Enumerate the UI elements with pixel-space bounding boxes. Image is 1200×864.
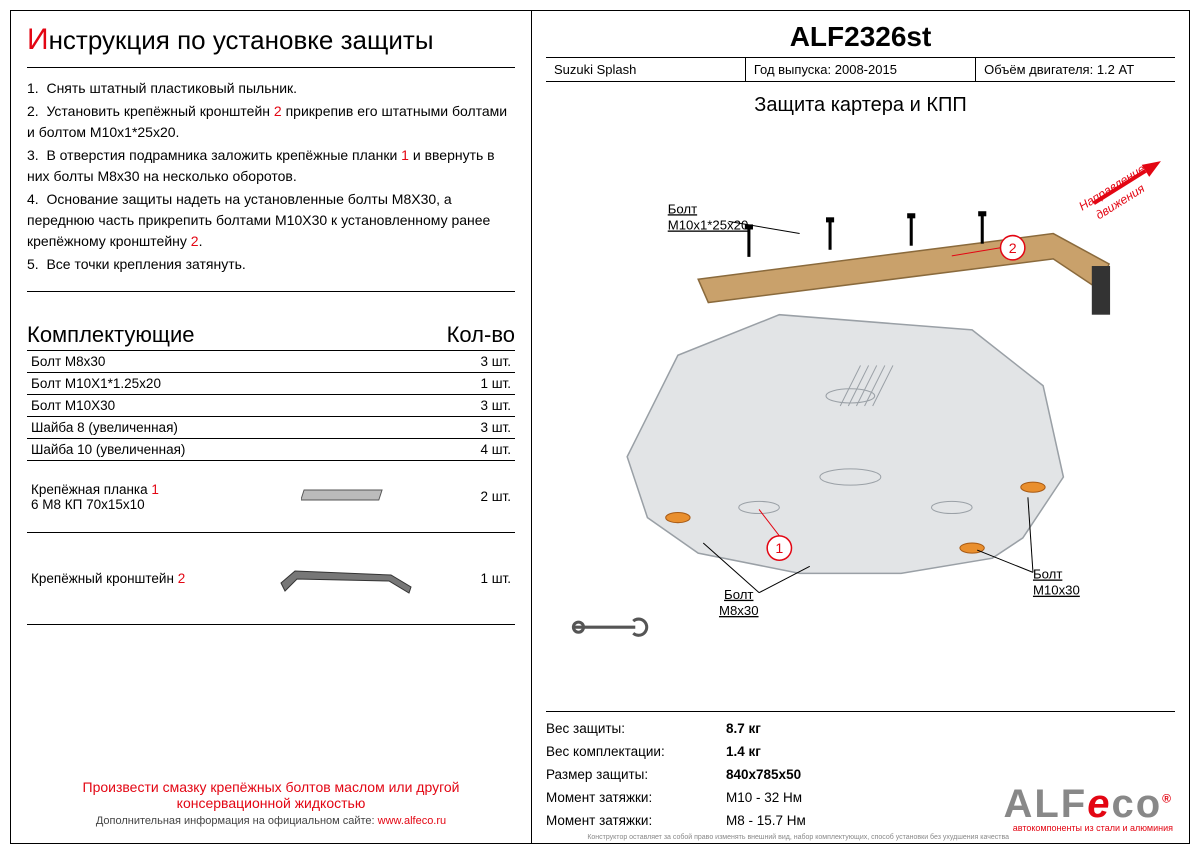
product-code: ALF2326st bbox=[546, 21, 1175, 53]
lubrication-warning: Произвести смазку крепёжных болтов масло… bbox=[27, 779, 515, 815]
parts-table: Болт М8х303 шт.Болт М10Х1*1.25х201 шт.Бо… bbox=[27, 350, 515, 625]
parts-row: Шайба 10 (увеличенная)4 шт. bbox=[27, 439, 515, 461]
parts-header: Комплектующие Кол-во bbox=[27, 322, 515, 348]
right-column: ALF2326st Suzuki Splash Год выпуска: 200… bbox=[531, 11, 1189, 843]
parts-row: Шайба 8 (увеличенная)3 шт. bbox=[27, 417, 515, 439]
parts-header-right: Кол-во bbox=[447, 322, 515, 348]
meta-vehicle: Suzuki Splash bbox=[546, 58, 745, 81]
bar-part-icon bbox=[301, 484, 391, 506]
left-column: Инструкция по установке защиты 1. Снять … bbox=[11, 11, 531, 843]
title-rest: нструкция по установке защиты bbox=[49, 25, 434, 55]
bracket-part-icon bbox=[271, 557, 421, 597]
svg-text:М10х1*25х20: М10х1*25х20 bbox=[668, 217, 749, 232]
instructions-block: 1. Снять штатный пластиковый пыльник.2. … bbox=[27, 78, 515, 277]
page: Инструкция по установке защиты 1. Снять … bbox=[10, 10, 1190, 844]
svg-text:1: 1 bbox=[775, 541, 783, 557]
logo-block: ALFeco® автокомпоненты из стали и алюмин… bbox=[1003, 782, 1173, 833]
subtitle: Защита картера и КПП bbox=[546, 94, 1175, 117]
instruction-step: 3. В отверстия подрамника заложить крепё… bbox=[27, 145, 515, 187]
title-divider bbox=[27, 67, 515, 68]
instruction-step: 2. Установить крепёжный кронштейн 2 прик… bbox=[27, 101, 515, 143]
assembly-diagram: Направлениедвижения12БолтМ10х1*25х20Болт… bbox=[546, 121, 1175, 711]
parts-header-left: Комплектующие bbox=[27, 322, 194, 348]
spec-row: Вес защиты:8.7 кг bbox=[546, 718, 1175, 741]
parts-row: Болт М8х303 шт. bbox=[27, 351, 515, 373]
diagram-area: Направлениедвижения12БолтМ10х1*25х20Болт… bbox=[546, 121, 1175, 711]
svg-text:Болт: Болт bbox=[668, 201, 697, 216]
parts-row-illustrated: Крепёжная планка 16 М8 КП 70х15х102 шт. bbox=[27, 461, 515, 533]
svg-text:2: 2 bbox=[1009, 241, 1017, 257]
spec-row: Вес комплектации:1.4 кг bbox=[546, 741, 1175, 764]
parts-row: Болт М10Х303 шт. bbox=[27, 395, 515, 417]
main-title: Инструкция по установке защиты bbox=[27, 23, 515, 57]
instruction-step: 4. Основание защиты надеть на установлен… bbox=[27, 189, 515, 252]
meta-engine: Объём двигателя: 1.2 AT bbox=[975, 58, 1175, 81]
title-first-letter: И bbox=[27, 23, 49, 56]
brand-tagline: автокомпоненты из стали и алюминия bbox=[1003, 823, 1173, 833]
instructions-end-divider bbox=[27, 291, 515, 292]
meta-year: Год выпуска: 2008-2015 bbox=[745, 58, 975, 81]
instruction-step: 1. Снять штатный пластиковый пыльник. bbox=[27, 78, 515, 99]
svg-text:Болт: Болт bbox=[1033, 566, 1062, 581]
site-url: www.alfeco.ru bbox=[378, 815, 446, 827]
brand-logo: ALFeco® bbox=[1003, 782, 1173, 827]
svg-text:М8х30: М8х30 bbox=[719, 603, 759, 618]
site-line: Дополнительная информация на официальном… bbox=[27, 815, 515, 831]
meta-row: Suzuki Splash Год выпуска: 2008-2015 Объ… bbox=[546, 57, 1175, 82]
parts-row-illustrated: Крепёжный кронштейн 21 шт. bbox=[27, 533, 515, 625]
instruction-step: 5. Все точки крепления затянуть. bbox=[27, 254, 515, 275]
parts-row: Болт М10Х1*1.25х201 шт. bbox=[27, 373, 515, 395]
disclaimer-footnote: Конструктор оставляет за собой право изм… bbox=[587, 834, 1009, 841]
svg-text:Болт: Болт bbox=[724, 587, 753, 602]
svg-text:М10х30: М10х30 bbox=[1033, 583, 1080, 598]
